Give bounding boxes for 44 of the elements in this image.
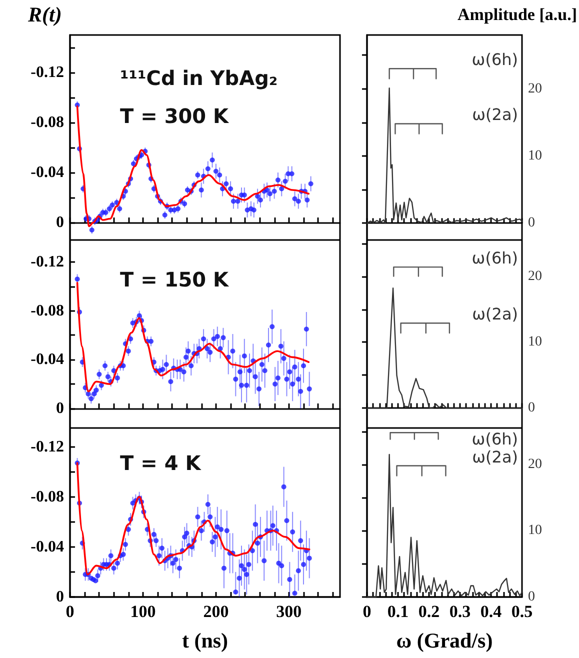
y2-tick-label: 0 [528, 216, 535, 231]
y2-tick-label: 0 [528, 400, 535, 416]
y-tick-label: 0 [56, 214, 64, 231]
x-tick-label: 0.3 [449, 602, 471, 621]
y-tick-label: -0.04 [30, 351, 64, 368]
y-tick-label: -0.12 [30, 438, 64, 456]
annotation: T = 150 K [120, 267, 230, 292]
x-tick-label: 100 [130, 602, 156, 621]
x-tick-label: 0.4 [480, 602, 502, 621]
annotation: T = 4 K [120, 451, 202, 476]
series-label: ω(2a) [472, 447, 518, 466]
annotation: ¹¹¹Cd in YbAg₂ [120, 66, 278, 90]
series-label: ω(2a) [472, 105, 518, 124]
x-tick-label: 0.5 [511, 602, 533, 621]
x-tick-label: 0.2 [418, 602, 440, 621]
y2-axis-title: Amplitude [a.u.] [458, 5, 578, 24]
y-tick-label: -0.04 [30, 538, 64, 556]
y-tick-label: -0.12 [30, 253, 64, 270]
text: ω(6h) [472, 430, 518, 448]
text: ω(6h) [472, 50, 518, 70]
x-tick-label: 0 [362, 602, 372, 621]
y-tick-label: -0.04 [30, 164, 64, 181]
annotation: T = 300 K [120, 104, 230, 128]
x-axis-title: ω (Grad/s) [396, 628, 493, 652]
series-label: ω(2a) [472, 304, 518, 324]
y2-tick-label: 20 [528, 81, 542, 96]
y-tick-label: -0.12 [30, 64, 64, 81]
y-tick-label: 0 [56, 588, 64, 606]
y2-tick-label: 0 [528, 590, 535, 604]
x-tick-label: 200 [203, 602, 229, 621]
y2-tick-label: 10 [528, 148, 542, 164]
y-tick-label: -0.08 [30, 114, 64, 131]
x-tick-label: 0.1 [387, 602, 409, 621]
y-tick-label: -0.08 [30, 488, 64, 506]
y-axis-title: R(t) [27, 2, 62, 26]
y2-tick-label: 20 [528, 268, 542, 284]
y-tick-label: 0 [56, 400, 64, 417]
x-axis-title: t (ns) [182, 628, 228, 652]
y-tick-label: -0.08 [30, 302, 64, 320]
series-label: ω(6h) [472, 248, 518, 268]
x-tick-label: 300 [276, 602, 302, 621]
y2-tick-label: 10 [528, 523, 542, 538]
y2-tick-label: 10 [528, 334, 542, 350]
y2-tick-label: 20 [528, 456, 542, 472]
